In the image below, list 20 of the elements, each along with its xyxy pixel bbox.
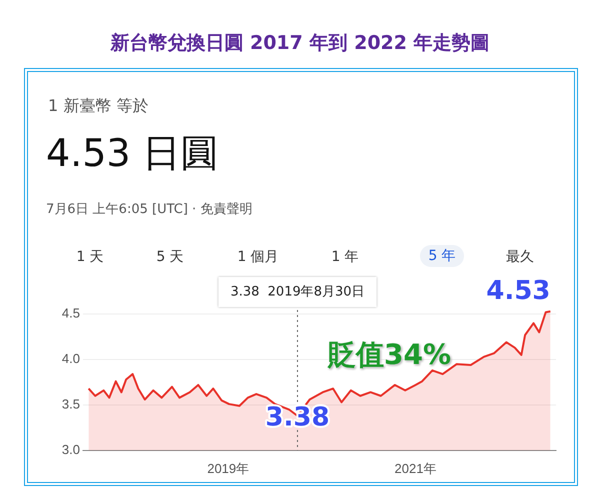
text: 1 新臺幣 等於 [48, 96, 148, 117]
chart-title: 新台幣兌換日圓 2017 年到 2022 年走勢圖 [109, 31, 491, 56]
ref-line-label: 3.38 2019年8月30日 [230, 284, 365, 300]
annotation: 貶值34% [328, 337, 452, 373]
y-tick-label: 3.0 [62, 442, 80, 457]
text: 最久 [505, 248, 535, 266]
text: 1 個月 [236, 248, 280, 266]
text: 4.53 日圓 [46, 130, 219, 177]
y-tick-label: 4.0 [62, 351, 80, 366]
x-tick-label: 2019年 [207, 460, 250, 476]
x-tick-label: 2021年 [394, 460, 436, 476]
text: 1 年 [330, 248, 360, 266]
text: 1 天 [75, 248, 105, 266]
text: 5 天 [155, 248, 185, 266]
annotation: 3.38 [265, 402, 330, 433]
text: 5 年 [420, 245, 464, 267]
text: 7月6日 上午6:05 [UTC] · 免責聲明 [46, 201, 252, 218]
y-tick-label: 4.5 [62, 306, 80, 321]
y-tick-label: 3.5 [62, 396, 80, 412]
annotation: 4.53 [486, 276, 550, 306]
